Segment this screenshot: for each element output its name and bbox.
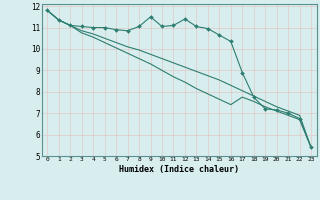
X-axis label: Humidex (Indice chaleur): Humidex (Indice chaleur) [119,165,239,174]
